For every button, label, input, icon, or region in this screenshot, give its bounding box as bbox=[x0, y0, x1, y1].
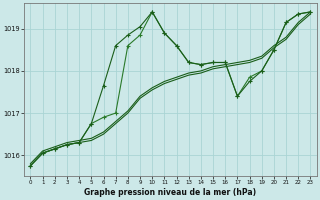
X-axis label: Graphe pression niveau de la mer (hPa): Graphe pression niveau de la mer (hPa) bbox=[84, 188, 257, 197]
